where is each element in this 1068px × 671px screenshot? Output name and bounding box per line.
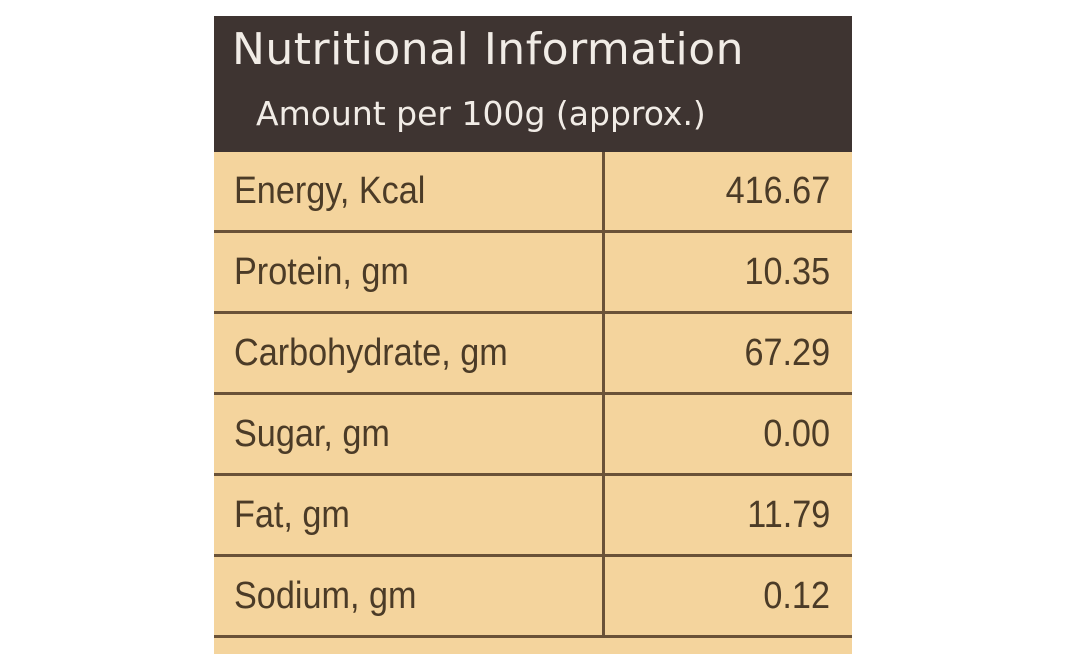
nutrient-value: 0.00 — [763, 413, 830, 455]
nutrient-name: Protein, gm — [234, 251, 409, 293]
table-row: Carbohydrate, gm 67.29 — [214, 314, 852, 395]
nutrient-name: Energy, Kcal — [234, 170, 426, 212]
title: Nutritional Information — [232, 24, 745, 75]
table-row: Fat, gm 11.79 — [214, 476, 852, 557]
nutrient-value: 67.29 — [744, 332, 830, 374]
nutrient-name: Sodium, gm — [234, 575, 417, 617]
subtitle: Amount per 100g (approx.) — [256, 94, 706, 133]
table-row: Energy, Kcal 416.67 — [214, 152, 852, 233]
table: Energy, Kcal 416.67 Protein, gm 10.35 Carboh… — [214, 152, 852, 638]
nutrient-value: 10.35 — [744, 251, 830, 293]
nutrient-value: 11.79 — [746, 494, 830, 536]
nutrient-value: 416.67 — [725, 170, 830, 212]
header: Nutritional Information Amount per 100g … — [214, 16, 852, 152]
nutrient-name: Sugar, gm — [234, 413, 390, 455]
nutrient-value: 0.12 — [763, 575, 830, 617]
table-row: Sodium, gm 0.12 — [214, 557, 852, 638]
table-row: Sugar, gm 0.00 — [214, 395, 852, 476]
nutrient-name: Fat, gm — [234, 494, 350, 536]
column-divider — [602, 152, 605, 638]
nutrition-label: Nutritional Information Amount per 100g … — [214, 16, 852, 654]
table-row: Protein, gm 10.35 — [214, 233, 852, 314]
nutrient-name: Carbohydrate, gm — [234, 332, 508, 374]
